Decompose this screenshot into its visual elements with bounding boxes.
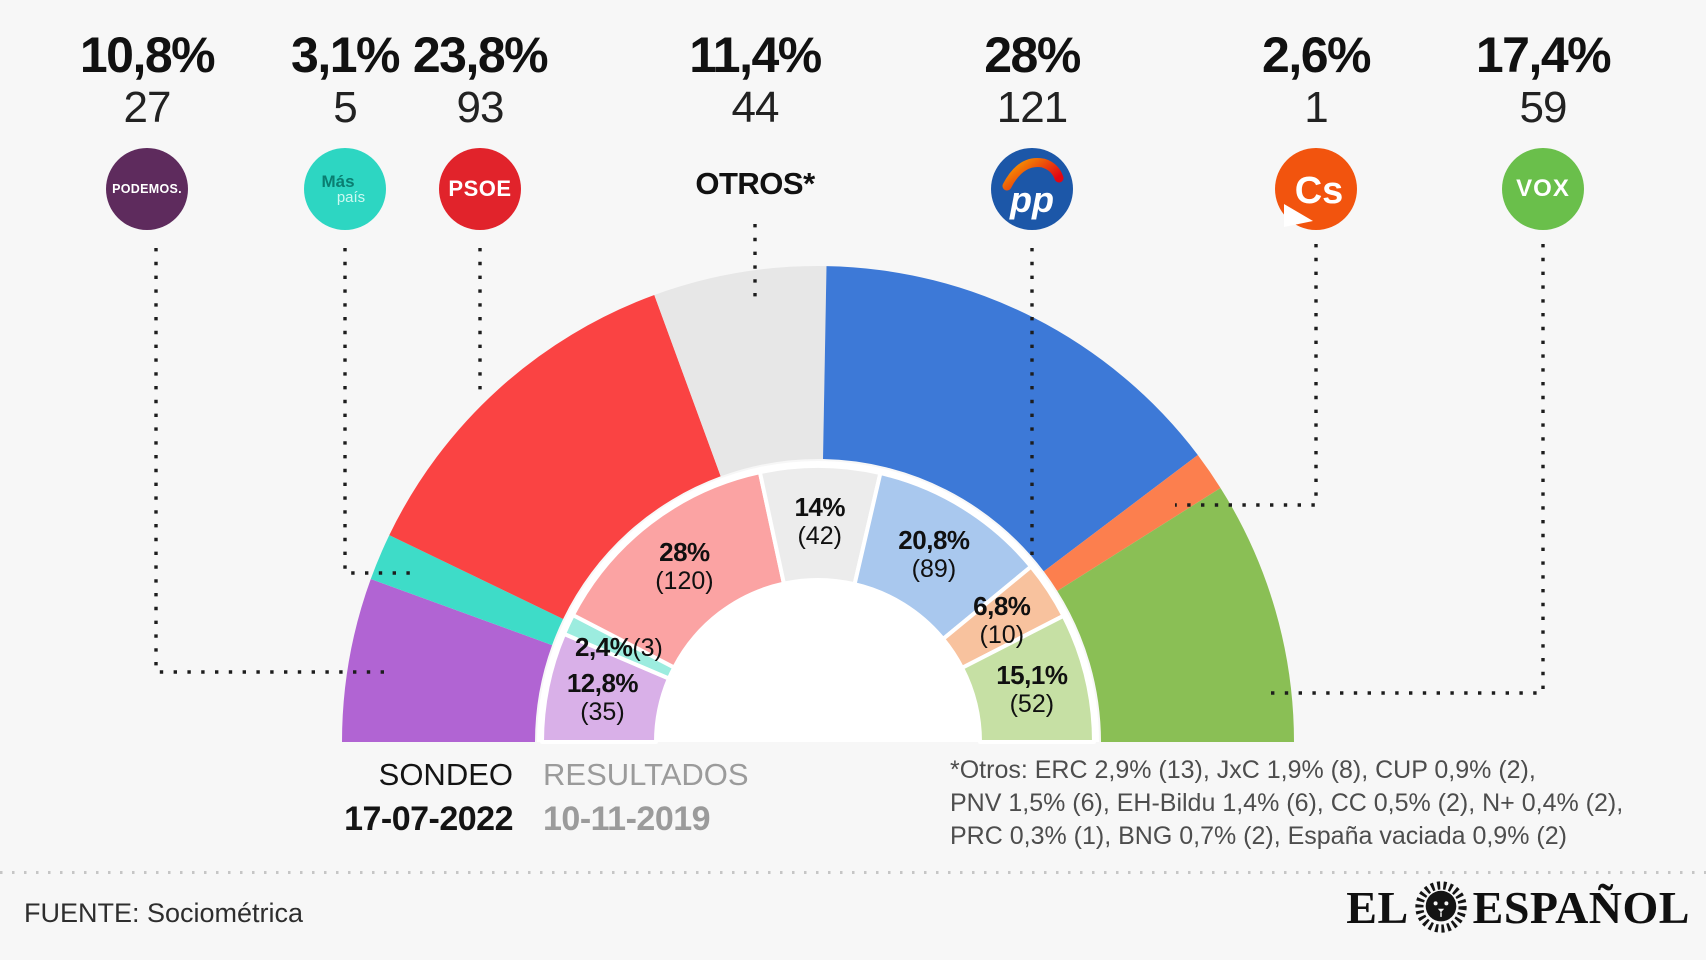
el-espanol-logo: EL ESPAÑOL (1346, 880, 1690, 934)
cs-logo-notch (1284, 204, 1313, 227)
poll-seats-otros: 44 (731, 83, 780, 132)
maspais-logo-text-2: país (336, 188, 366, 206)
party-column-psoe: 23,8% 93 PSOE (365, 28, 595, 230)
maspais-logo-text-1: Más (321, 171, 355, 191)
dotted-separator (0, 871, 1706, 874)
cs-logo: Cs (1275, 148, 1357, 230)
poll-seats-vox: 59 (1519, 83, 1568, 132)
pp-gull-icon (1002, 158, 1064, 191)
legend-resultados-date: 10-11-2019 (543, 800, 711, 838)
slice-sondeo-maspais (370, 535, 564, 646)
poll-seats-cs: 1 (1304, 83, 1328, 132)
slice-sondeo-vox (1057, 488, 1294, 742)
legend: SONDEO 17-07-2022 RESULTADOS 10-11-2019 (293, 757, 749, 839)
slice-sondeo-psoe (389, 295, 721, 619)
footnote-line-3: PRC 0,3% (1), BNG 0,7% (2), España vacia… (950, 822, 1567, 850)
legend-resultados-label: RESULTADOS (543, 757, 749, 792)
poll-seats-pp: 121 (996, 83, 1068, 132)
footnote-line-2: PNV 1,5% (6), EH-Bildu 1,4% (6), CC 0,5%… (950, 789, 1624, 817)
legend-sondeo: SONDEO 17-07-2022 (293, 757, 513, 839)
source-credit: FUENTE: Sociométrica (24, 898, 304, 928)
poll-percent-podemos: 10,8% (79, 27, 216, 83)
leader-line-vox (1262, 244, 1545, 695)
vox-logo: VOX (1502, 148, 1584, 230)
otros-label: OTROS* (695, 166, 815, 201)
poll-percent-vox: 17,4% (1475, 27, 1612, 83)
legend-sondeo-date: 17-07-2022 (344, 800, 513, 838)
slice-sondeo-pp (823, 266, 1198, 572)
podemos-logo: PODEMOS. (106, 148, 188, 230)
party-column-maspais: 3,1% 5 Más país (230, 28, 460, 230)
cs-logo-text: Cs (1295, 170, 1344, 212)
poll-seats-podemos: 27 (123, 83, 172, 132)
brand-el: EL (1346, 881, 1409, 933)
footnote: *Otros: ERC 2,9% (13), JxC 1,9% (8), CUP… (950, 754, 1623, 853)
party-column-pp: 28% 121 pp (917, 28, 1147, 230)
poll-percent-cs: 2,6% (1262, 27, 1371, 83)
poll-percent-otros: 11,4% (689, 27, 822, 83)
legend-sondeo-label: SONDEO (378, 757, 513, 792)
pp-logo-text: pp (1009, 179, 1054, 220)
poll-seats-maspais: 5 (333, 83, 357, 132)
vox-logo-text: VOX (1516, 175, 1570, 202)
poll-percent-psoe: 23,8% (412, 27, 549, 83)
legend-resultados: RESULTADOS 10-11-2019 (543, 757, 749, 839)
lion-icon (1414, 881, 1467, 933)
psoe-logo-text: PSOE (448, 176, 512, 201)
party-column-podemos: 10,8% 27 PODEMOS. (32, 28, 262, 230)
footnote-line-1: *Otros: ERC 2,9% (13), JxC 1,9% (8), CUP… (950, 756, 1536, 784)
maspais-logo: Más país (304, 148, 386, 230)
podemos-logo-text: PODEMOS. (112, 182, 182, 196)
poll-seats-psoe: 93 (456, 83, 505, 132)
poll-percent-maspais: 3,1% (291, 27, 400, 83)
party-column-vox: 17,4% 59 VOX (1428, 28, 1658, 230)
slice-sondeo-cs (1043, 455, 1221, 591)
cs-logo-circle (1275, 148, 1357, 230)
party-column-otros: 11,4% 44 OTROS* (640, 28, 870, 202)
slice-sondeo-otros (654, 266, 827, 477)
brand-espanol: ESPAÑOL (1472, 881, 1690, 933)
psoe-logo: PSOE (439, 148, 521, 230)
slice-resultados-vox (960, 613, 1097, 744)
slice-sondeo-podemos (342, 579, 553, 742)
leader-line-podemos (154, 248, 388, 674)
poll-percent-pp: 28% (984, 27, 1081, 83)
party-column-cs: 2,6% 1 Cs (1201, 28, 1431, 230)
pp-logo: pp (991, 148, 1073, 230)
